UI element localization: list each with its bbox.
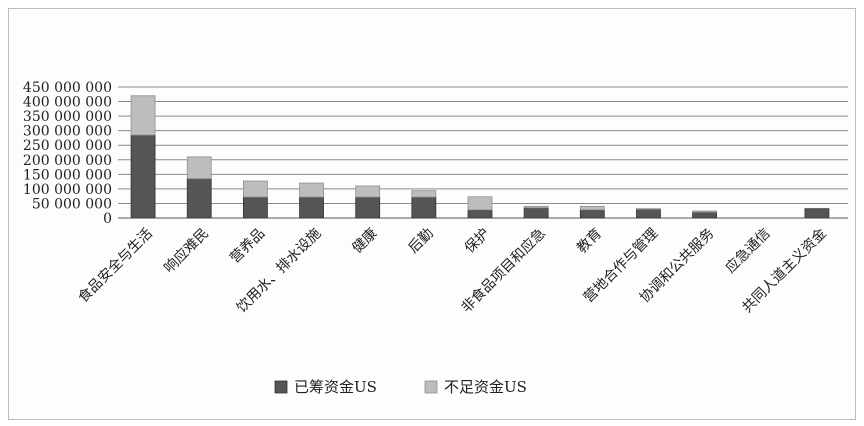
legend: 已筹资金US 不足资金US bbox=[274, 378, 527, 396]
bar-segment-raised bbox=[804, 208, 830, 219]
bar-segment-raised bbox=[692, 211, 718, 219]
bar-segment-raised bbox=[523, 207, 549, 219]
y-tick-label: 400 000 000 bbox=[23, 95, 112, 111]
bar-segment-raised bbox=[130, 134, 156, 219]
bar-segment-raised bbox=[411, 196, 437, 219]
bar-segment-shortfall bbox=[523, 205, 549, 209]
bar-segment-shortfall bbox=[467, 196, 493, 211]
bar-segment-shortfall bbox=[692, 210, 718, 213]
y-tick-label: 0 bbox=[103, 211, 112, 227]
y-tick-label: 250 000 000 bbox=[23, 138, 112, 154]
bar-segment-shortfall bbox=[411, 190, 437, 198]
bar-segment-raised bbox=[186, 178, 212, 219]
bar-segment-shortfall bbox=[186, 156, 212, 180]
y-tick-label: 300 000 000 bbox=[23, 124, 112, 140]
bar-segment-raised bbox=[242, 196, 268, 219]
x-tick-label: 营养品 bbox=[227, 226, 268, 267]
bar-segment-shortfall bbox=[636, 208, 661, 210]
y-tick-label: 350 000 000 bbox=[23, 109, 112, 125]
legend-swatch bbox=[424, 380, 438, 394]
bar-segment-raised bbox=[579, 209, 605, 219]
bar-segment-raised bbox=[636, 208, 661, 219]
y-tick-label: 450 000 000 bbox=[23, 80, 112, 96]
bar-segment-raised bbox=[467, 209, 493, 219]
x-tick-label: 保护 bbox=[462, 226, 493, 257]
y-tick-label: 150 000 000 bbox=[23, 167, 112, 183]
y-tick-label: 50 000 000 bbox=[32, 196, 112, 212]
y-tick-label: 200 000 000 bbox=[23, 153, 112, 169]
x-tick-label: 健康 bbox=[349, 225, 381, 257]
bar-segment-shortfall bbox=[299, 182, 324, 198]
x-tick-label: 教育 bbox=[574, 226, 605, 257]
bar-segment-raised bbox=[299, 196, 324, 219]
legend-swatch bbox=[274, 380, 288, 394]
bar-segment-shortfall bbox=[355, 185, 381, 198]
legend-label: 不足资金US bbox=[444, 378, 527, 396]
x-tick-label: 应急通信 bbox=[722, 225, 774, 277]
bars bbox=[130, 95, 830, 219]
x-tick-label: 后勤 bbox=[406, 226, 437, 257]
y-tick-label: 100 000 000 bbox=[23, 182, 112, 198]
legend-label: 已筹资金US bbox=[294, 378, 377, 396]
bar-segment-shortfall bbox=[130, 95, 156, 136]
x-tick-label: 食品安全与生活 bbox=[75, 225, 156, 306]
bar-segment-raised bbox=[355, 196, 381, 219]
bar-segment-shortfall bbox=[242, 180, 268, 198]
bar-segment-shortfall bbox=[579, 205, 605, 211]
x-tick-label: 响应难民 bbox=[160, 225, 212, 277]
